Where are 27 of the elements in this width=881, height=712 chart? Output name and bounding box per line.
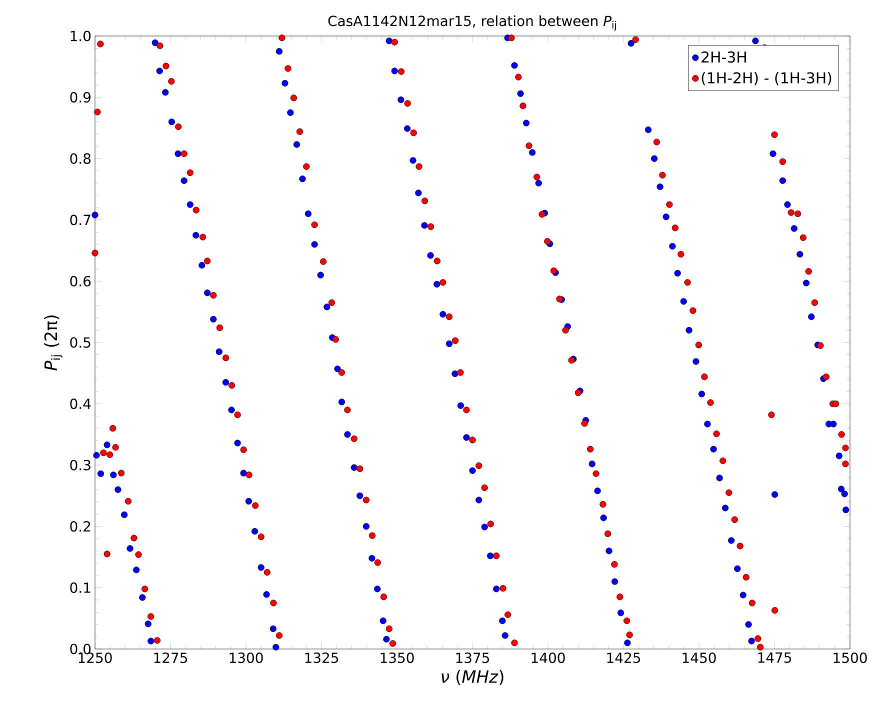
x-tick-label: 1400 (532, 652, 565, 664)
x-tick-label: 1250 (78, 652, 112, 664)
chart-title: CasA1142N12mar15, relation between P$_{ij}$ (328, 15, 616, 30)
y-tick-label: 0.7 (70, 214, 90, 226)
y-tick-label: 0.4 (70, 398, 91, 410)
legend-label: (1H-2H) - (1H-3H) (702, 72, 832, 86)
x-tick-label: 1475 (758, 652, 792, 663)
x-tick-label: 1500 (834, 652, 867, 664)
x-tick-label: 1300 (230, 652, 263, 664)
x-axis-title: ν (MHz) (442, 670, 504, 685)
y-tick-label: 0.0 (70, 644, 91, 654)
x-tick-label: 1450 (682, 652, 716, 664)
x-tick-label: 1275 (154, 652, 188, 664)
y-tick-label: 1.0 (70, 30, 91, 42)
x-tick-label: 1325 (305, 652, 338, 664)
x-tick-label: 1375 (456, 652, 490, 664)
x-tick-label: 1425 (607, 652, 640, 664)
x-tick-label: 1350 (380, 652, 414, 664)
y-tick-label: 0.8 (70, 153, 91, 164)
y-tick-label: 0.9 (70, 92, 90, 103)
y-tick-label: 0.5 (70, 337, 90, 348)
y-tick-label: 0.3 (70, 460, 90, 470)
y-axis-title: P$_{ij}$ (2π) (44, 316, 62, 370)
y-tick-label: 0.1 (70, 582, 90, 593)
y-tick-label: 0.6 (70, 276, 91, 286)
legend-label: 2H-3H (702, 51, 746, 63)
y-tick-label: 0.2 (70, 521, 90, 532)
